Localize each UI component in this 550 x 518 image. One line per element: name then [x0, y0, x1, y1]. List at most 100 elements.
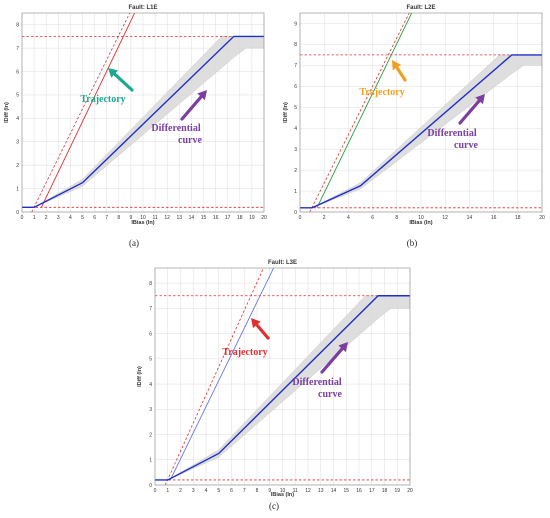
differential-curve-line: [300, 54, 542, 209]
x-tick-label: 0: [21, 215, 24, 221]
chart-panel-3: 0 1 2 3 4 5 6 7 8 9 10 11 12 13 14 15 16 17 18 19 2001234567…: [137, 260, 413, 511]
x-tick-label: 8: [256, 488, 259, 494]
chart-panel-1: 0 1 2 3 4 5 6 7 8 9 10 11 12 13 14 15 16 17 18 19 2001234567…: [4, 5, 267, 248]
x-tick-label: 17: [225, 215, 231, 221]
y-tick-label: 2: [16, 163, 19, 169]
plot-frame: [299, 12, 543, 213]
annotation-text: Differential: [292, 377, 341, 388]
x-tick-label: 7: [243, 488, 246, 494]
trajectory-line: [316, 13, 413, 209]
y-tick-label: 3: [149, 407, 152, 413]
annotation-text: curve: [318, 389, 342, 400]
y-tick-label: 2: [149, 432, 152, 438]
tolerance-band: [22, 36, 264, 208]
y-tick-label: 0: [16, 210, 19, 216]
y-tick-label: 6: [149, 331, 152, 337]
dashed-limit-line: [309, 13, 410, 212]
y-tick-label: 0: [149, 483, 152, 489]
y-tick-label: 8: [149, 281, 152, 287]
y-tick-label: 1: [294, 189, 297, 195]
differential-arrow-head: [338, 342, 348, 353]
x-tick-label: 20: [261, 215, 267, 221]
differential-arrow-shaft: [458, 99, 481, 125]
x-tick-label: 6: [93, 215, 96, 221]
panel-caption: (c): [269, 501, 279, 511]
x-tick-label: 0: [299, 215, 302, 221]
x-axis-label: IBias (In): [271, 492, 294, 498]
panel-title: Fault: L2E: [406, 5, 435, 11]
x-tick-label: 5: [217, 488, 220, 494]
y-tick-label: 5: [294, 105, 297, 111]
x-tick-label: 2: [323, 215, 326, 221]
x-tick-label: 11: [152, 215, 157, 221]
x-tick-label: 11: [293, 488, 298, 494]
x-tick-label: 15: [201, 215, 207, 221]
x-tick-label: 1: [33, 215, 36, 221]
annotation-text: Trajectory: [80, 94, 125, 105]
annotation-text: Trajectory: [222, 347, 267, 358]
y-tick-label: 4: [149, 382, 152, 388]
y-tick-label: 4: [294, 126, 297, 132]
x-tick-label: 20: [539, 215, 545, 221]
y-tick-label: 8: [16, 23, 19, 29]
x-tick-label: 16: [491, 215, 497, 221]
y-tick-label: 7: [294, 63, 297, 69]
x-tick-label: 5: [81, 215, 84, 221]
differential-curve-line: [22, 35, 264, 209]
x-tick-label: 8: [117, 215, 120, 221]
x-tick-label: 0: [154, 488, 157, 494]
x-tick-label: 9: [130, 215, 133, 221]
x-tick-label: 8: [395, 215, 398, 221]
x-tick-label: 3: [192, 488, 195, 494]
x-tick-label: 7: [105, 215, 108, 221]
annotation-text: curve: [454, 140, 478, 151]
x-axis-label: IBias (In): [409, 220, 432, 226]
annotation-text: Trajectory: [359, 87, 404, 98]
x-tick-label: 19: [249, 215, 255, 221]
y-tick-label: 4: [16, 116, 19, 122]
trajectory-arrow-head: [251, 318, 261, 329]
panel-caption: (a): [129, 238, 139, 248]
y-tick-label: 9: [294, 21, 297, 27]
x-tick-label: 6: [371, 215, 374, 221]
x-tick-label: 14: [189, 215, 195, 221]
x-tick-label: 18: [237, 215, 243, 221]
trajectory-arrow-head: [108, 68, 119, 78]
x-tick-label: 14: [331, 488, 337, 494]
y-axis-label: IDiff (In): [4, 102, 10, 123]
panel-title: Fault: L1E: [128, 5, 157, 11]
differential-arrow-head: [197, 90, 207, 101]
x-tick-label: 10: [140, 215, 146, 221]
y-tick-label: 3: [16, 140, 19, 146]
y-tick-label: 2: [294, 168, 297, 174]
x-tick-label: 14: [467, 215, 473, 221]
x-tick-label: 15: [343, 488, 349, 494]
x-tick-label: 19: [394, 488, 400, 494]
y-axis-label: IDiff (In): [137, 366, 143, 387]
y-tick-label: 7: [16, 46, 19, 52]
y-tick-label: 3: [294, 147, 297, 153]
x-tick-label: 16: [213, 215, 219, 221]
tolerance-band: [300, 54, 542, 209]
x-tick-label: 10: [418, 215, 424, 221]
plot-frame: [21, 12, 265, 213]
trajectory-arrow-head: [392, 60, 402, 71]
tolerance-band: [155, 295, 410, 481]
x-tick-label: 12: [164, 215, 170, 221]
annotation-text: curve: [178, 135, 202, 146]
trajectory-arrow-shaft: [113, 72, 134, 92]
x-tick-label: 20: [407, 488, 413, 494]
trajectory-line: [169, 268, 275, 481]
x-tick-label: 16: [356, 488, 362, 494]
x-tick-label: 17: [369, 488, 375, 494]
y-tick-label: 8: [294, 42, 297, 48]
x-tick-label: 12: [305, 488, 311, 494]
differential-arrow-head: [475, 94, 485, 105]
annotation-text: Differential: [151, 123, 200, 134]
y-tick-label: 6: [294, 84, 297, 90]
x-tick-label: 9: [268, 488, 271, 494]
x-tick-label: 4: [205, 488, 208, 494]
x-tick-label: 10: [280, 488, 286, 494]
